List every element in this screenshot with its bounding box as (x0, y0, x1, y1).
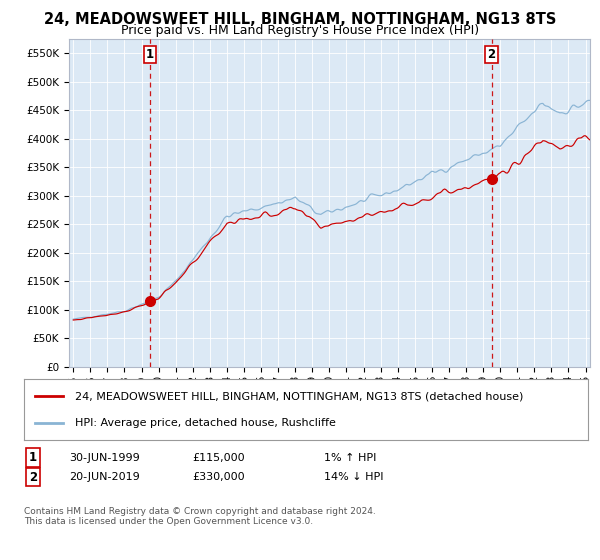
Text: £115,000: £115,000 (192, 452, 245, 463)
Text: 2: 2 (29, 470, 37, 484)
Text: 1: 1 (29, 451, 37, 464)
Text: HPI: Average price, detached house, Rushcliffe: HPI: Average price, detached house, Rush… (75, 418, 335, 428)
Text: 24, MEADOWSWEET HILL, BINGHAM, NOTTINGHAM, NG13 8TS: 24, MEADOWSWEET HILL, BINGHAM, NOTTINGHA… (44, 12, 556, 27)
Text: 20-JUN-2019: 20-JUN-2019 (69, 472, 140, 482)
Text: Contains HM Land Registry data © Crown copyright and database right 2024.
This d: Contains HM Land Registry data © Crown c… (24, 507, 376, 526)
Text: £330,000: £330,000 (192, 472, 245, 482)
Text: 24, MEADOWSWEET HILL, BINGHAM, NOTTINGHAM, NG13 8TS (detached house): 24, MEADOWSWEET HILL, BINGHAM, NOTTINGHA… (75, 391, 523, 401)
Text: 1% ↑ HPI: 1% ↑ HPI (324, 452, 376, 463)
Text: Price paid vs. HM Land Registry's House Price Index (HPI): Price paid vs. HM Land Registry's House … (121, 24, 479, 36)
Text: 1: 1 (146, 48, 154, 61)
Text: 2: 2 (488, 48, 496, 61)
Text: 14% ↓ HPI: 14% ↓ HPI (324, 472, 383, 482)
Text: 30-JUN-1999: 30-JUN-1999 (69, 452, 140, 463)
